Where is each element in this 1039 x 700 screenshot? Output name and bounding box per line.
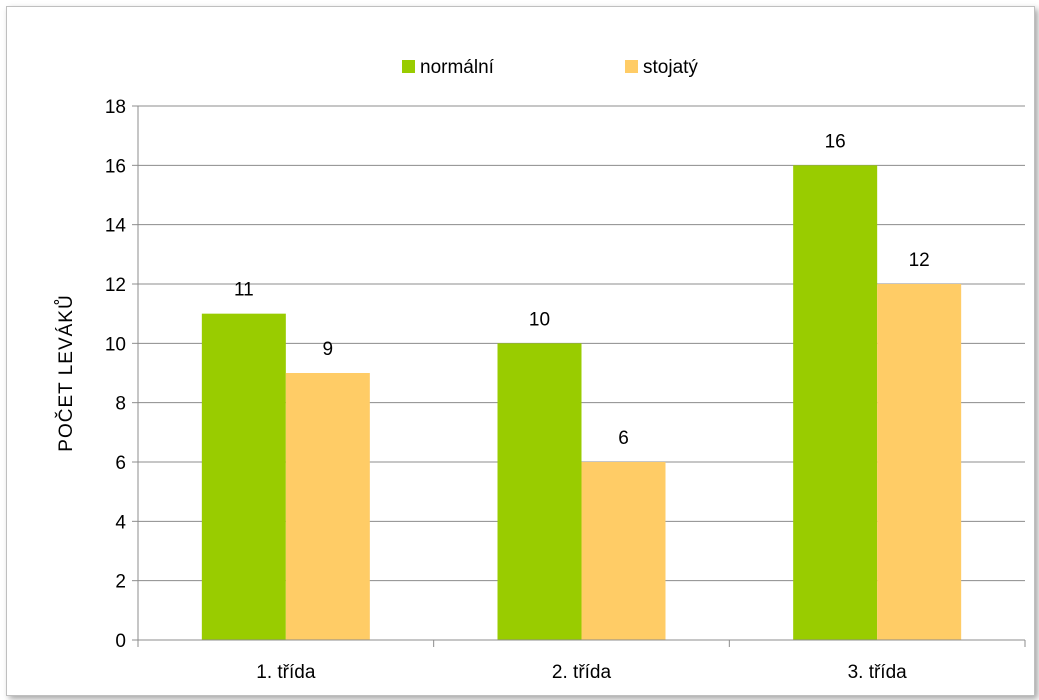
y-tick-label: 14	[105, 216, 127, 237]
legend-label: stojatý	[643, 57, 698, 78]
x-tick-labels: 1. třída 2. třída 3. třída	[256, 662, 907, 683]
x-tick-label: 1. třída	[256, 662, 316, 683]
x-tick-label: 2. třída	[552, 662, 612, 683]
bar-stojaty-1	[285, 373, 370, 640]
y-tick-label: 18	[105, 97, 126, 118]
y-tick-label: 16	[105, 156, 126, 177]
data-label: 12	[909, 250, 930, 271]
data-label: 10	[529, 309, 550, 330]
y-axis-label: POČET LEVÁKŮ	[55, 294, 77, 451]
bar-stojaty-2	[581, 462, 666, 640]
y-tick-label: 2	[115, 572, 126, 593]
data-label: 16	[825, 131, 846, 152]
bar-stojaty-3	[877, 284, 962, 640]
legend-swatch	[402, 60, 415, 73]
y-tick-label: 0	[115, 631, 126, 652]
y-tick-label: 12	[105, 275, 126, 296]
bars	[201, 165, 962, 641]
y-tick-label: 4	[115, 512, 126, 533]
bar-normalni-2	[497, 343, 582, 640]
data-label: 9	[323, 339, 334, 360]
y-tick-label: 6	[115, 453, 126, 474]
legend-swatch	[625, 60, 638, 73]
y-tick-label: 8	[115, 394, 126, 415]
data-label: 11	[234, 280, 254, 301]
legend-label: normální	[420, 57, 495, 78]
bar-normalni-3	[793, 165, 878, 641]
data-labels: 11 9 10 6 16 12	[234, 131, 930, 449]
y-tick-labels: 0 2 4 6 8 10 12 14 16 18	[105, 97, 127, 652]
bar-normalni-1	[201, 313, 286, 640]
x-tick-label: 3. třída	[848, 662, 908, 683]
data-label: 6	[618, 428, 629, 449]
legend: normální stojatý	[402, 57, 698, 78]
axes	[132, 105, 1026, 647]
y-tick-label: 10	[105, 334, 126, 355]
